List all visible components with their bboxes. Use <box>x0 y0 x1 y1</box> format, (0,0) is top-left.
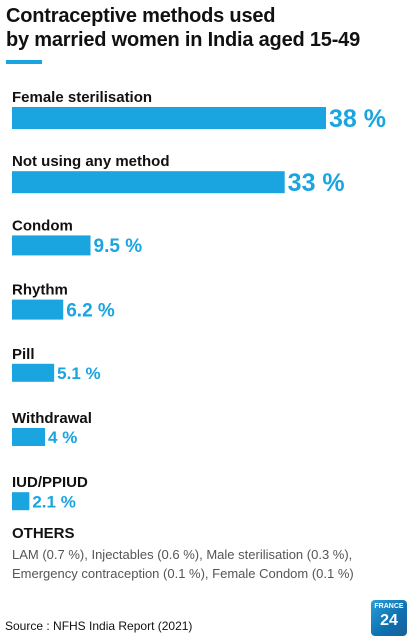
category-label: Female sterilisation <box>12 89 152 106</box>
bar-chart: Female sterilisation 38 % Not using any me… <box>12 89 386 511</box>
bar <box>12 492 30 511</box>
bar <box>12 171 285 194</box>
value-label: 6.2 % <box>66 300 115 321</box>
chart-title-line-1: Contraceptive methods used <box>6 5 276 27</box>
value-label: 9.5 % <box>94 236 143 257</box>
others-list: LAM (0.7 %), Injectables (0.6 %), Male s… <box>12 547 354 581</box>
value-label: 38 % <box>329 105 386 133</box>
bar <box>12 363 55 382</box>
category-label: Pill <box>12 346 35 363</box>
bar <box>12 235 91 256</box>
category-label: Rhythm <box>12 282 68 299</box>
france24-logo: FRANCE 24 <box>371 600 407 636</box>
logo-number: 24 <box>380 612 398 629</box>
title-accent-rule <box>6 60 42 64</box>
logo-text: FRANCE <box>374 603 404 610</box>
category-label: Condom <box>12 217 73 234</box>
bar <box>12 107 326 129</box>
category-label: IUD/PPIUD <box>12 474 88 491</box>
value-label: 33 % <box>288 169 345 197</box>
chart-title-line-2: by married women in India aged 15-49 <box>6 29 361 51</box>
value-label: 5.1 % <box>57 364 100 383</box>
bar <box>12 428 46 446</box>
others-heading: OTHERS <box>12 525 75 542</box>
bar <box>12 299 64 320</box>
source-note: Source : NFHS India Report (2021) <box>5 619 193 633</box>
category-label: Withdrawal <box>12 410 92 427</box>
chart-title: Contraceptive methods used by married wo… <box>6 4 406 52</box>
value-label: 2.1 % <box>32 492 75 511</box>
category-label: Not using any method <box>12 153 170 170</box>
value-label: 4 % <box>48 428 77 447</box>
